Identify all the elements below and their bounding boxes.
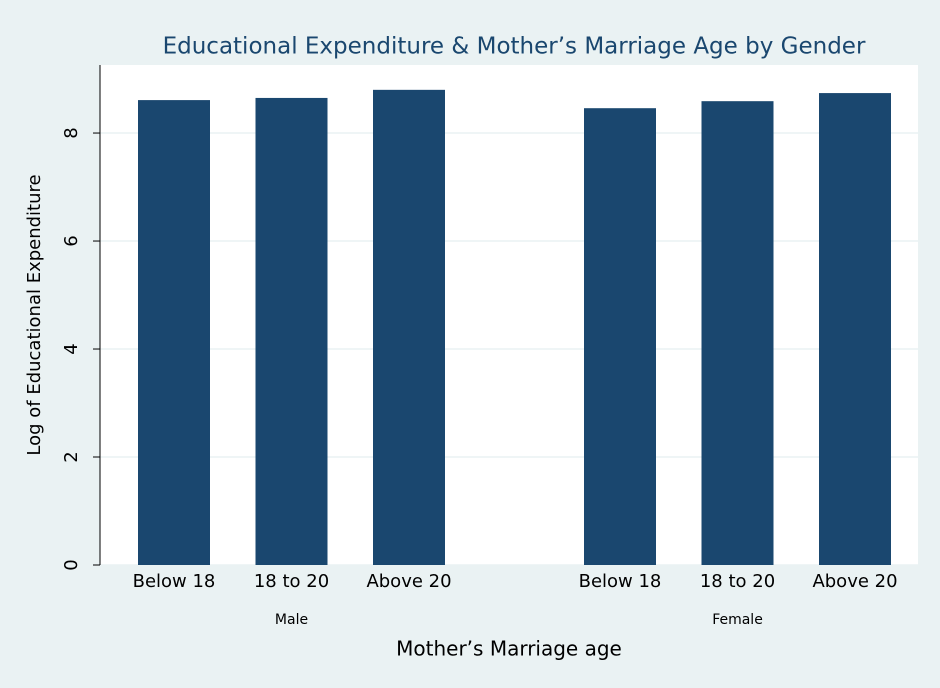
group-label: Male (275, 612, 308, 628)
y-tick-label: 8 (61, 127, 82, 138)
plot-area (100, 65, 918, 565)
bar (584, 108, 656, 566)
group-label: Female (712, 612, 763, 628)
y-axis-label: Log of Educational Expenditure (24, 174, 45, 455)
bar (701, 101, 774, 565)
x-tick-label: Below 18 (579, 571, 662, 592)
chart-title: Educational Expenditure & Mother’s Marri… (163, 34, 866, 60)
bar (138, 100, 210, 565)
x-tick-label: Above 20 (366, 571, 451, 592)
y-tick-label: 2 (61, 451, 82, 462)
x-tick-label: Below 18 (133, 571, 216, 592)
bar (819, 93, 891, 565)
x-tick-label: 18 to 20 (254, 571, 329, 592)
x-tick-label: 18 to 20 (700, 571, 775, 592)
bar (255, 97, 328, 565)
x-axis-label: Mother’s Marriage age (396, 637, 622, 661)
y-tick-label: 0 (61, 559, 82, 570)
y-tick-label: 6 (61, 235, 82, 246)
y-tick-label: 4 (61, 343, 82, 354)
x-tick-label: Above 20 (812, 571, 897, 592)
bar (373, 89, 445, 565)
